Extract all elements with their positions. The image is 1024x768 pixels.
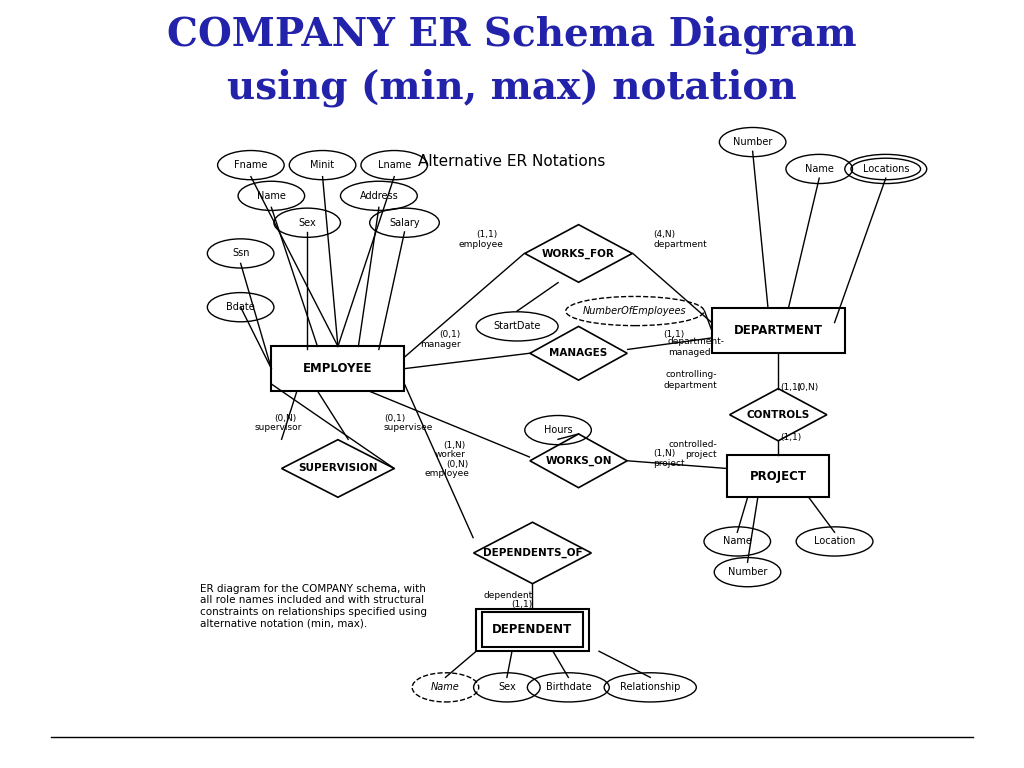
Text: NumberOfEmployees: NumberOfEmployees (583, 306, 687, 316)
Bar (271, 346, 404, 391)
Text: department-
managed: department- managed (668, 337, 725, 357)
Text: StartDate: StartDate (494, 321, 541, 332)
Text: Minit: Minit (310, 160, 335, 170)
Text: employee: employee (424, 469, 469, 478)
Text: WORKS_ON: WORKS_ON (546, 455, 611, 466)
Text: worker: worker (435, 450, 466, 459)
Text: DEPENDENTS_OF: DEPENDENTS_OF (482, 548, 583, 558)
Text: supervisee: supervisee (384, 423, 433, 432)
Text: (0,N): (0,N) (797, 383, 819, 392)
Text: manager: manager (420, 339, 461, 349)
Text: (0,1): (0,1) (384, 414, 406, 423)
Text: (0,N): (0,N) (446, 460, 469, 469)
Text: (1,N): (1,N) (443, 441, 466, 450)
Text: EMPLOYEE: EMPLOYEE (303, 362, 373, 375)
Text: (1,1): (1,1) (476, 230, 498, 239)
Text: Number: Number (728, 567, 767, 578)
Text: MANAGES: MANAGES (550, 348, 607, 359)
Text: (1,1): (1,1) (780, 383, 802, 392)
Text: Sex: Sex (498, 682, 516, 693)
Text: Ssn: Ssn (231, 248, 250, 259)
Bar (482, 613, 583, 647)
Text: Alternative ER Notations: Alternative ER Notations (419, 154, 605, 169)
Text: Fname: Fname (234, 160, 267, 170)
Text: Bdate: Bdate (226, 302, 255, 313)
Text: supervisor: supervisor (255, 423, 302, 432)
Text: controlled-
project: controlled- project (668, 439, 717, 459)
Text: Name: Name (431, 682, 460, 693)
Text: controlling-
department: controlling- department (664, 370, 717, 390)
Text: department: department (653, 240, 707, 249)
Text: (0,1): (0,1) (439, 329, 461, 339)
Text: CONTROLS: CONTROLS (746, 409, 810, 420)
Text: WORKS_FOR: WORKS_FOR (542, 248, 615, 259)
Text: dependent: dependent (483, 591, 532, 600)
Text: Address: Address (359, 190, 398, 201)
Text: project: project (653, 458, 685, 468)
Text: (1,1): (1,1) (780, 433, 802, 442)
Text: (0,N): (0,N) (274, 414, 297, 423)
Text: COMPANY ER Schema Diagram
using (min, max) notation: COMPANY ER Schema Diagram using (min, ma… (167, 15, 857, 108)
Text: Name: Name (805, 164, 834, 174)
Text: DEPENDENT: DEPENDENT (493, 624, 572, 636)
Text: Salary: Salary (389, 217, 420, 228)
Text: Name: Name (723, 536, 752, 547)
Text: DEPARTMENT: DEPARTMENT (734, 324, 822, 336)
Text: Locations: Locations (862, 164, 909, 174)
Bar (476, 608, 589, 651)
Text: Location: Location (814, 536, 855, 547)
Text: (1,1): (1,1) (664, 329, 685, 339)
Text: Number: Number (733, 137, 772, 147)
Bar (712, 308, 845, 353)
Text: PROJECT: PROJECT (750, 470, 807, 482)
Text: employee: employee (459, 240, 504, 249)
Text: ER diagram for the COMPANY schema, with
all role names included and with structu: ER diagram for the COMPANY schema, with … (200, 584, 427, 628)
Text: Birthdate: Birthdate (546, 682, 591, 693)
Text: Sex: Sex (298, 217, 316, 228)
Text: (4,N): (4,N) (653, 230, 676, 239)
Text: (1,N): (1,N) (653, 449, 676, 458)
Text: Hours: Hours (544, 425, 572, 435)
Text: (1,1): (1,1) (511, 600, 532, 609)
Text: SUPERVISION: SUPERVISION (298, 463, 378, 474)
Text: Relationship: Relationship (621, 682, 680, 693)
Text: Name: Name (257, 190, 286, 201)
Text: Lname: Lname (378, 160, 411, 170)
Bar (727, 455, 829, 498)
